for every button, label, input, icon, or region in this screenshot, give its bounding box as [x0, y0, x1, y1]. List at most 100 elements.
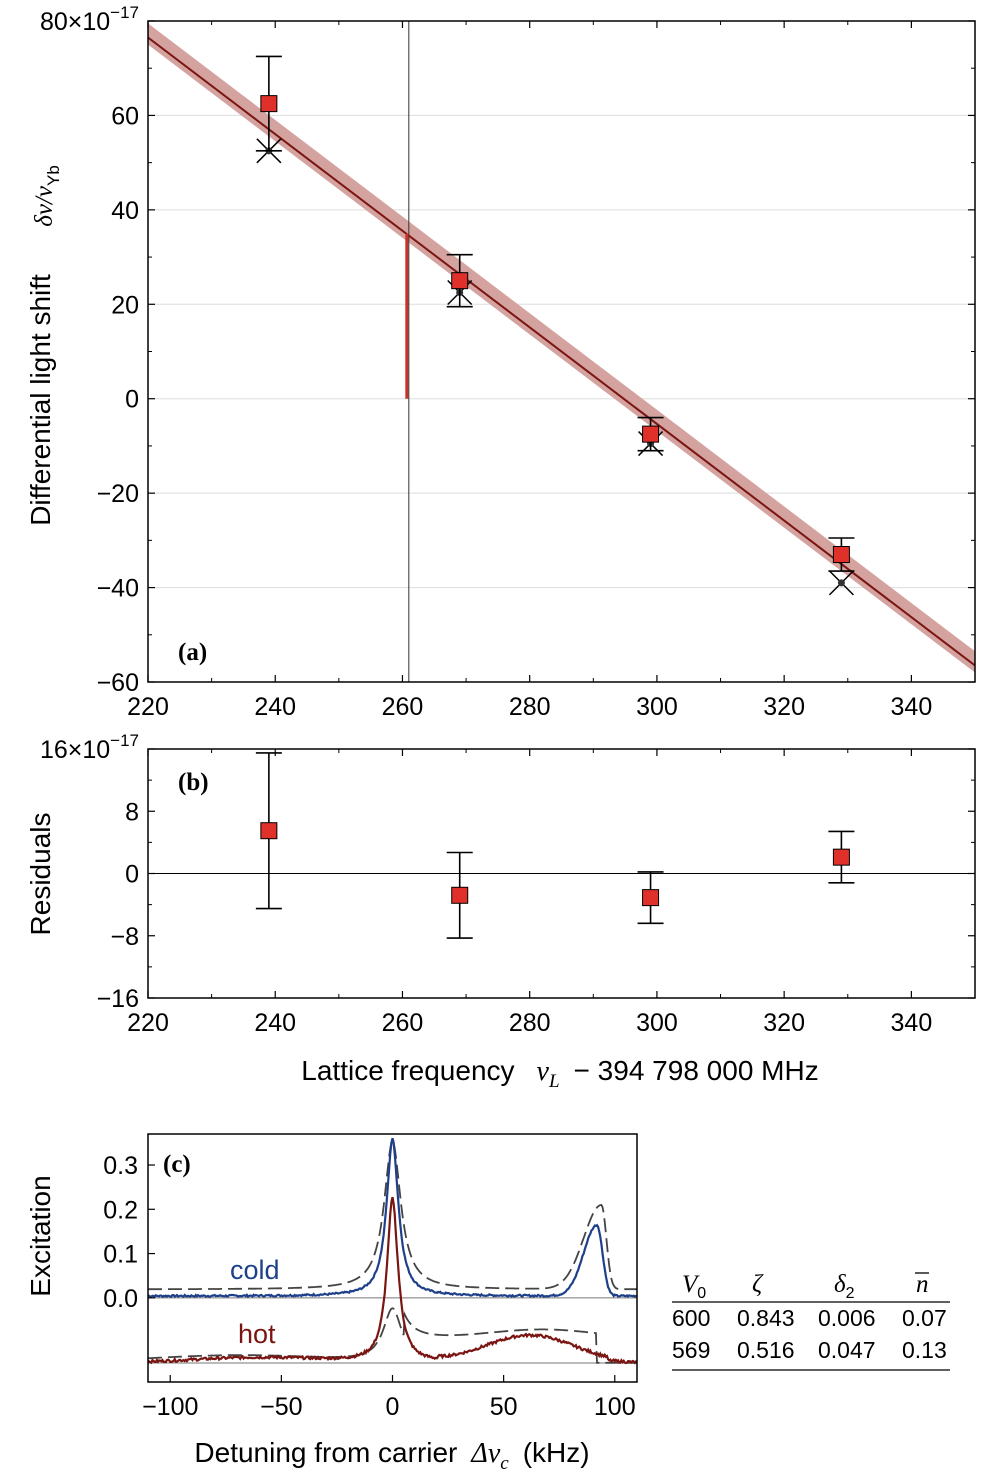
- table-header-delta2-main: δ: [834, 1271, 846, 1298]
- panel-a-ylabel-symbol: δν/νYb: [31, 165, 63, 227]
- cold-fit-curve: [148, 1139, 637, 1291]
- y-tick-label: 20: [111, 291, 139, 319]
- y-exponent: −17: [110, 731, 139, 750]
- table-header-v0: V0: [682, 1271, 706, 1302]
- x-tick-label: 320: [763, 1009, 805, 1037]
- table-cell: 569: [672, 1337, 710, 1363]
- y-tick-label: 0.2: [103, 1196, 138, 1224]
- y-tick-label: 40: [111, 197, 139, 225]
- measurement-marker: [832, 546, 850, 564]
- panel-b-xlabel: Lattice frequency νL − 394 798 000 MHz: [301, 1055, 818, 1092]
- y-tick-label: 60: [111, 102, 139, 130]
- xlabel-offset: − 394 798 000 MHz: [574, 1055, 819, 1086]
- table-header-v0-main: V: [682, 1271, 700, 1298]
- x-tick-label: 280: [509, 1009, 551, 1037]
- y-tick-label: −16: [97, 985, 139, 1013]
- measurement-marker: [642, 425, 660, 443]
- ylabel-symbol-sub: Yb: [44, 165, 63, 186]
- x-tick-label: 300: [636, 693, 678, 721]
- c-xlabel-subscript: c: [500, 1453, 509, 1473]
- y-tick-label: 80×10−17: [40, 3, 139, 36]
- panel-c-ticks: −100 −50 0 50 100 0.0 0.1 0.2 0.3: [103, 1152, 635, 1421]
- c-xlabel-symbol: Δν: [470, 1438, 500, 1469]
- panel-c: −100 −50 0 50 100 0.0 0.1 0.2 0.3 (c) cold hot E…: [25, 1133, 638, 1473]
- panel-a-ylabel: Differential light shift: [25, 274, 56, 526]
- y-tick-label: 0.3: [103, 1152, 138, 1180]
- table-cell: 600: [672, 1305, 710, 1331]
- x-tick-label: 340: [891, 1009, 933, 1037]
- panel-c-baselines: [148, 1297, 637, 1364]
- x-tick-label: 0: [386, 1393, 400, 1421]
- panel-c-frame: [147, 1133, 638, 1383]
- hot-curve-label: hot: [238, 1319, 276, 1349]
- x-tick-label: 340: [891, 693, 933, 721]
- x-tick-label: 100: [594, 1393, 636, 1421]
- x-tick-label: 240: [254, 693, 296, 721]
- table-cell: 0.047: [818, 1337, 876, 1363]
- panel-b-tag: (b): [178, 769, 209, 796]
- residual-marker: [642, 889, 660, 907]
- x-tick-label: 300: [636, 1009, 678, 1037]
- xlabel-text: Lattice frequency: [301, 1055, 514, 1086]
- panel-a-tag: (a): [178, 639, 207, 666]
- panel-c-tag: (c): [163, 1151, 191, 1178]
- cold-curve: [148, 1137, 637, 1299]
- table-header-delta2: δ2: [834, 1271, 855, 1302]
- y-tick-label: −40: [97, 575, 139, 603]
- x-tick-label: −100: [142, 1393, 198, 1421]
- measurement-marker: [260, 95, 278, 113]
- table-cell: 0.13: [902, 1337, 947, 1363]
- y-tick-label: 0: [125, 861, 139, 889]
- x-tick-label: 220: [127, 1009, 169, 1037]
- panel-c-ylabel: Excitation: [25, 1175, 56, 1296]
- panel-a: 220 240 260 280 300 320 340 −60 −40 −20 0 20 40 60 80×…: [25, 3, 976, 721]
- panel-c-curves: [148, 1137, 637, 1365]
- table-cell: 0.843: [737, 1305, 795, 1331]
- table-header-delta2-sub: 2: [846, 1285, 855, 1302]
- y-tick-label: 0.1: [103, 1241, 138, 1269]
- panel-a-data-points: [255, 55, 855, 596]
- xlabel-symbol: ν: [537, 1056, 550, 1087]
- x-tick-label: 240: [254, 1009, 296, 1037]
- x-tick-label: 220: [127, 693, 169, 721]
- residual-marker: [451, 886, 469, 904]
- table-header-nbar: n: [916, 1271, 929, 1298]
- cold-curve-label: cold: [230, 1255, 280, 1285]
- c-xlabel-text: Detuning from carrier: [194, 1437, 457, 1468]
- x-tick-label: 280: [509, 693, 551, 721]
- y-tick-label: −20: [97, 480, 139, 508]
- y-tick-label: 8: [125, 798, 139, 826]
- panel-b-data-points: [255, 752, 855, 939]
- table-cell: 0.006: [818, 1305, 876, 1331]
- x-tick-label: 50: [490, 1393, 518, 1421]
- hot-fit-curve: [148, 1307, 637, 1364]
- fit-uncertainty-band: [148, 23, 975, 673]
- panel-c-xlabel: Detuning from carrier Δνc (kHz): [194, 1437, 589, 1473]
- panel-a-ticks: 220 240 260 280 300 320 340 −60 −40 −20 0 20 40 60 80×…: [40, 3, 976, 721]
- y-tick-label: 0: [125, 386, 139, 414]
- measurement-marker: [451, 272, 469, 290]
- table-cell: 0.07: [902, 1305, 947, 1331]
- table-header-v0-sub: 0: [697, 1285, 706, 1302]
- table-header-zeta: ζ: [752, 1271, 764, 1298]
- residual-marker: [260, 822, 278, 840]
- xlabel-subscript: L: [548, 1071, 560, 1092]
- panel-b-ylabel: Residuals: [25, 813, 56, 936]
- x-tick-label: 320: [763, 693, 805, 721]
- c-xlabel-unit: (kHz): [523, 1437, 590, 1468]
- y-tick-label: 0.0: [103, 1285, 138, 1313]
- table-cell: 0.516: [737, 1337, 795, 1363]
- alt-point-dot: [837, 579, 845, 587]
- ylabel-symbol-text: δν/ν: [31, 185, 58, 227]
- x-tick-label: 260: [382, 1009, 424, 1037]
- parameter-table: V0 ζ δ2 n 600 0.843 0.006 0.07 569 0.516…: [672, 1271, 950, 1371]
- x-tick-label: −50: [260, 1393, 302, 1421]
- y-tick-label: −8: [110, 923, 139, 951]
- panel-b-ticks: 220 240 260 280 300 320 340 −16 −8 0 8 16×10−17: [40, 731, 976, 1037]
- y-tick-label: 16×10−17: [40, 731, 139, 764]
- x-tick-label: 260: [382, 693, 424, 721]
- y-exponent: −17: [110, 3, 139, 22]
- residual-marker: [832, 848, 850, 866]
- hot-curve: [148, 1196, 637, 1365]
